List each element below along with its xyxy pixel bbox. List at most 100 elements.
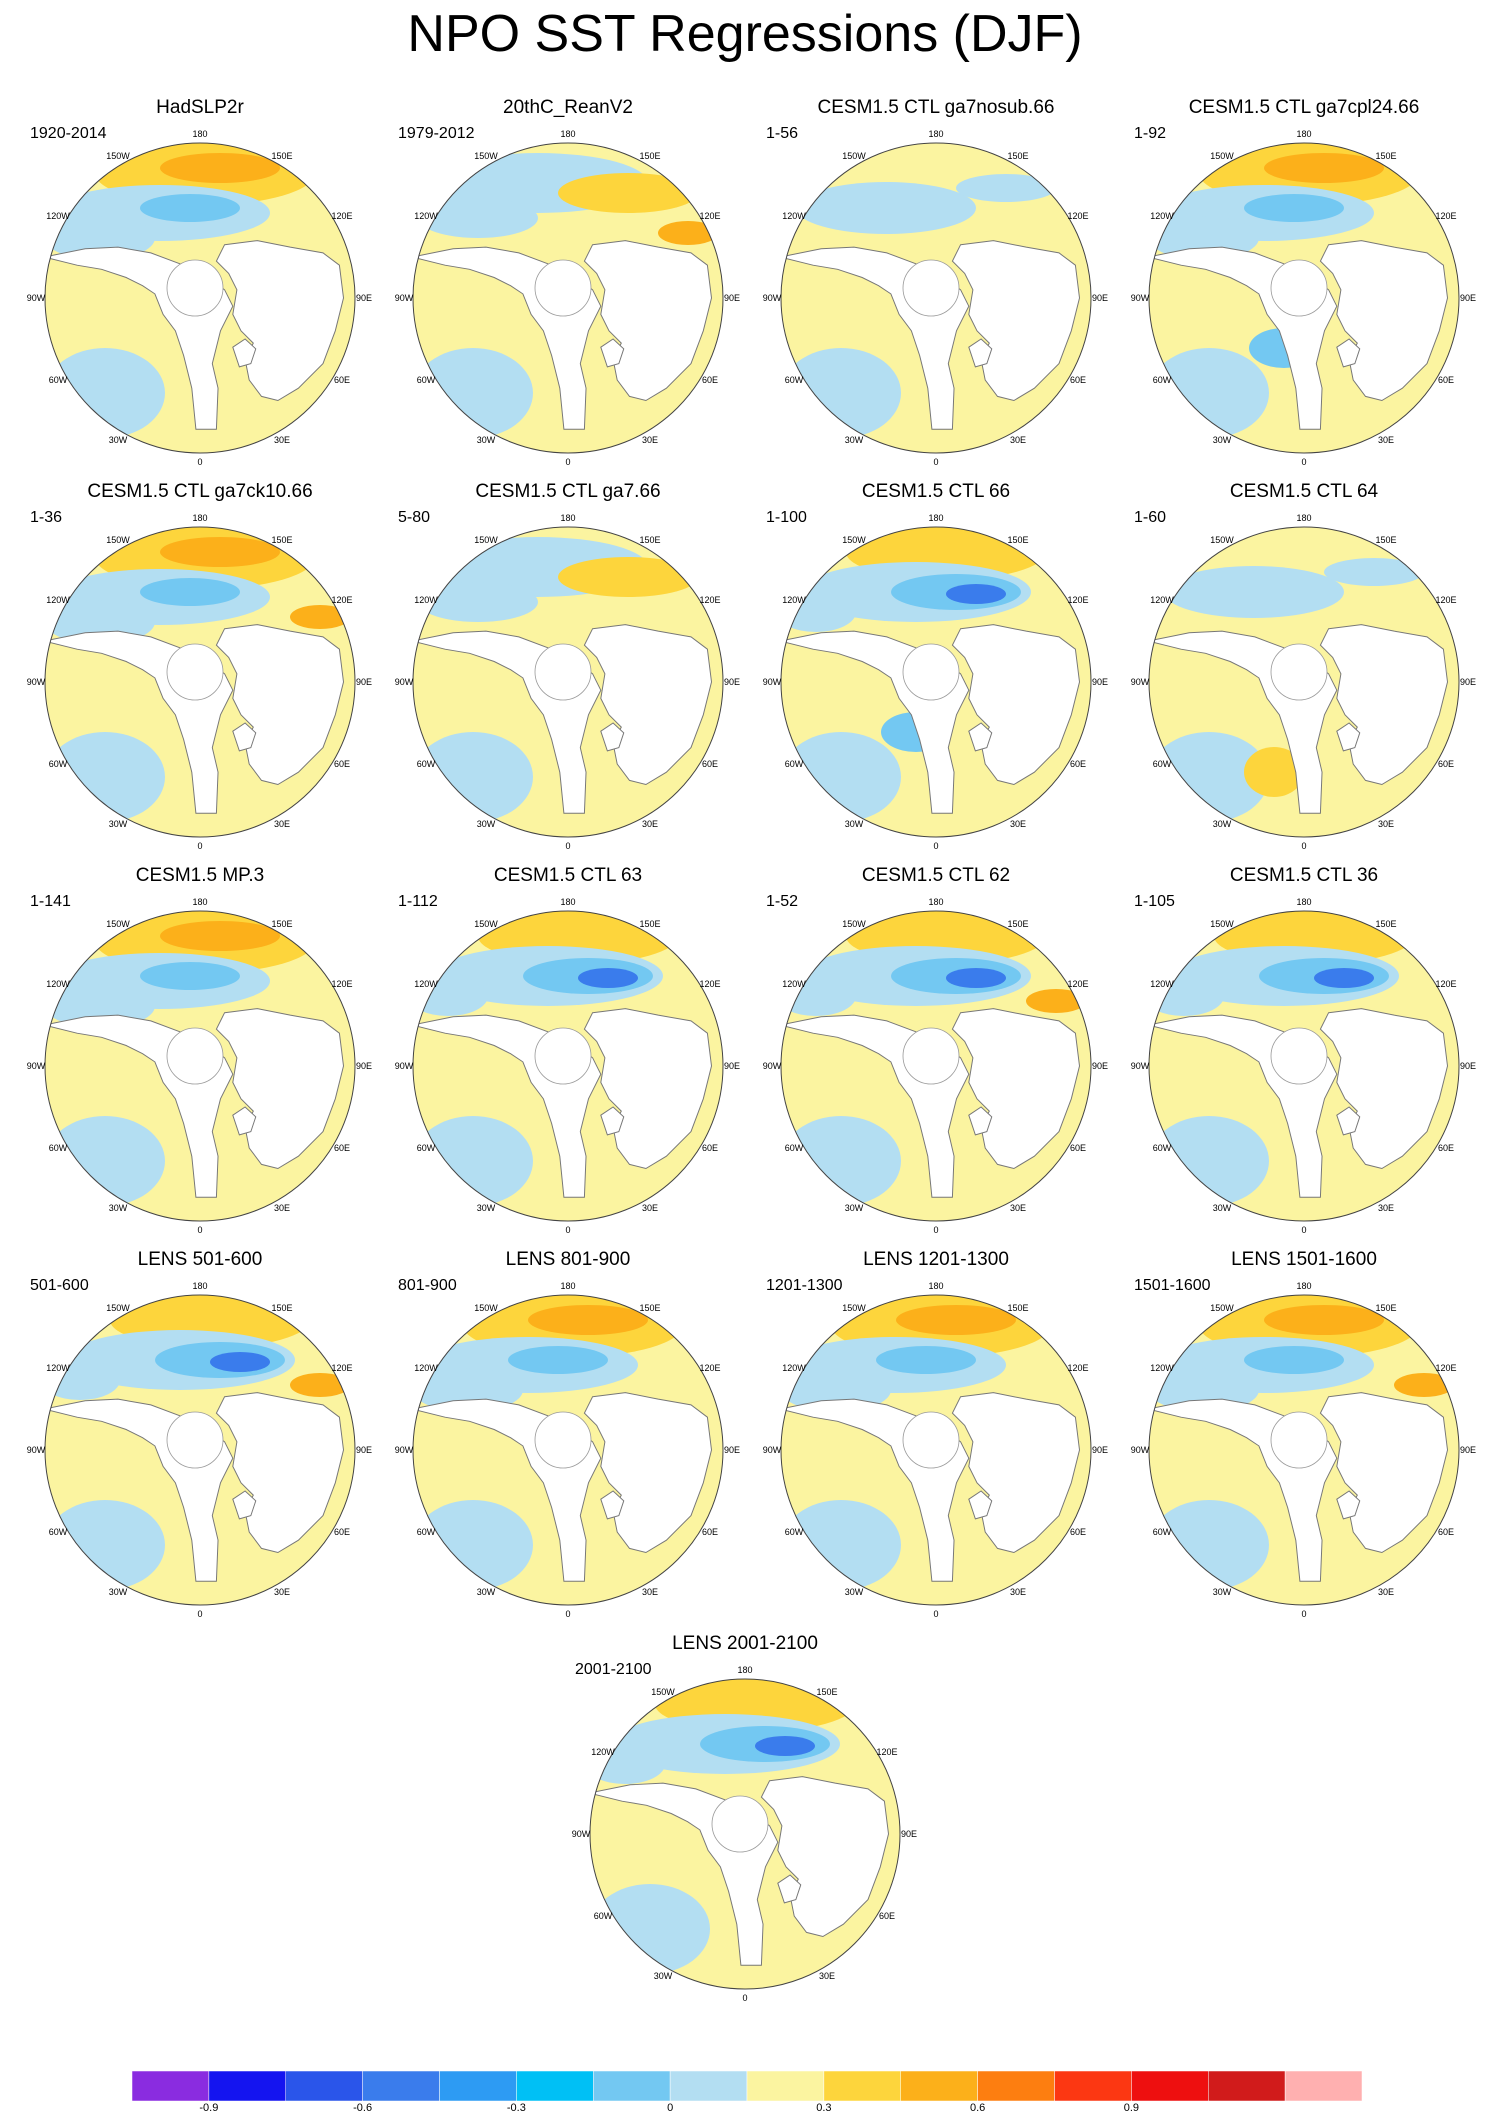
sst-anomaly-region (418, 582, 538, 622)
longitude-label: 30E (642, 435, 658, 445)
panel-title: LENS 2001-2100 (672, 1633, 818, 1654)
longitude-label: 180 (928, 129, 943, 139)
colorbar-swatch (669, 2071, 748, 2102)
longitude-label: 30W (477, 1203, 496, 1213)
polar-map: 180 150E 120E 90E 60E 30E 0 30W 60W 90W 120W 150W (395, 513, 740, 851)
longitude-label: 0 (933, 841, 938, 851)
longitude-label: 150W (106, 535, 130, 545)
sst-anomaly-region (160, 153, 280, 183)
sst-anomaly-region (1264, 1305, 1384, 1335)
panel-title: LENS 1201-1300 (863, 1249, 1009, 1270)
longitude-label: 150W (1210, 919, 1234, 929)
longitude-label: 60W (417, 1527, 436, 1537)
longitude-label: 150E (639, 919, 660, 929)
longitude-label: 30E (1378, 1587, 1394, 1597)
arctic-ice (166, 259, 224, 317)
map-panel: CESM1.5 CTL 62 1-52 180 150E 120E 90E 60E 30E 0 3… (756, 864, 1116, 1244)
map-boundary (780, 142, 1092, 454)
sst-anomaly-region (896, 1305, 1016, 1335)
longitude-label: 120E (1068, 979, 1089, 989)
longitude-label: 0 (1301, 1225, 1306, 1235)
longitude-label: 0 (197, 457, 202, 467)
longitude-label: 120E (700, 979, 721, 989)
longitude-label: 90E (1092, 1061, 1108, 1071)
sst-anomaly-region (1149, 348, 1269, 438)
sst-anomaly-region (1314, 968, 1374, 988)
longitude-label: 180 (928, 1281, 943, 1291)
sst-anomaly-region (1324, 558, 1424, 586)
sst-anomaly-region (45, 348, 165, 438)
longitude-label: 150E (271, 151, 292, 161)
longitude-label: 90W (27, 1445, 46, 1455)
arctic-ice (711, 1795, 769, 1853)
longitude-label: 150W (842, 919, 866, 929)
land-mass (600, 338, 625, 368)
longitude-label: 90W (763, 293, 782, 303)
panel-years: 1-36 (30, 509, 63, 526)
colorbar-label: 0.9 (1124, 2102, 1139, 2112)
map-panel: LENS 501-600 501-600 180 150E 120E 90E 60E 30E 0… (20, 1248, 380, 1628)
longitude-label: 150W (474, 535, 498, 545)
longitude-label: 180 (192, 513, 207, 523)
longitude-label: 60E (334, 759, 350, 769)
map-panel: CESM1.5 CTL 64 1-60 180 150E 120E 90E 60E 30E 0 3… (1124, 480, 1484, 860)
colorbar-label: 0.3 (816, 2102, 831, 2112)
longitude-label: 180 (737, 1665, 752, 1675)
longitude-label: 90E (1092, 293, 1108, 303)
longitude-label: 150E (271, 919, 292, 929)
map-panel: CESM1.5 CTL 36 1-105 180 150E 120E 90E 60E 30E 0… (1124, 864, 1484, 1244)
arctic-ice (902, 643, 960, 701)
panel-years: 1-141 (30, 893, 71, 910)
longitude-label: 60W (417, 375, 436, 385)
longitude-label: 120W (782, 979, 806, 989)
longitude-label: 30W (477, 435, 496, 445)
longitude-label: 60W (785, 1527, 804, 1537)
longitude-label: 0 (565, 1225, 570, 1235)
polar-map: 180 150E 120E 90E 60E 30E 0 30W 60W 90W 120W 150W (395, 1281, 740, 1619)
sst-anomaly-region (290, 605, 350, 629)
map-boundary (589, 1678, 901, 1990)
map-panel: LENS 2001-2100 2001-2100 180 150E 120E 90E 60E… (565, 1632, 925, 2012)
map-boundary (780, 1294, 1092, 1606)
map-boundary (44, 526, 356, 838)
land-mass (600, 1106, 625, 1136)
map-boundary (1148, 910, 1460, 1222)
longitude-label: 30W (109, 1587, 128, 1597)
colorbar-swatch (1054, 2071, 1132, 2102)
longitude-label: 150E (271, 1303, 292, 1313)
longitude-label: 120E (700, 211, 721, 221)
longitude-label: 0 (197, 841, 202, 851)
longitude-label: 120E (1068, 1363, 1089, 1373)
polar-map: 180 150E 120E 90E 60E 30E 0 30W 60W 90W 120W 150W (572, 1665, 917, 2003)
sst-anomaly-region (140, 194, 240, 222)
longitude-label: 180 (560, 1281, 575, 1291)
polar-map: 180 150E 120E 90E 60E 30E 0 30W 60W 90W 120W 150W (1131, 513, 1476, 851)
longitude-label: 0 (933, 1225, 938, 1235)
longitude-label: 60E (702, 759, 718, 769)
polar-map: 180 150E 120E 90E 60E 30E 0 30W 60W 90W 120W 150W (763, 129, 1108, 467)
longitude-label: 90E (724, 677, 740, 687)
map-panel: CESM1.5 CTL ga7nosub.66 1-56 180 150E 120E 90… (756, 96, 1116, 476)
longitude-label: 30W (845, 1587, 864, 1597)
longitude-label: 90E (1460, 293, 1476, 303)
longitude-label: 0 (565, 1609, 570, 1619)
arctic-ice (166, 1027, 224, 1085)
land-mass (232, 1490, 257, 1520)
longitude-label: 0 (1301, 1609, 1306, 1619)
map-boundary (412, 910, 724, 1222)
arctic-ice (534, 1411, 592, 1469)
longitude-label: 150E (639, 1303, 660, 1313)
polar-map: 180 150E 120E 90E 60E 30E 0 30W 60W 90W 120W 150W (27, 129, 372, 467)
sst-anomaly-region (1149, 1500, 1269, 1590)
longitude-label: 90E (356, 1061, 372, 1071)
longitude-label: 120W (782, 1363, 806, 1373)
sst-anomaly-region (781, 1116, 901, 1206)
longitude-label: 30W (109, 1203, 128, 1213)
colorbar-labels: -0.9 -0.6 -0.3 0 0.3 0.6 0.9 (199, 2102, 1139, 2112)
longitude-label: 90W (763, 1061, 782, 1071)
panel-title: LENS 1501-1600 (1231, 1249, 1377, 1270)
longitude-label: 180 (928, 897, 943, 907)
panel-title: HadSLP2r (156, 97, 244, 118)
longitude-label: 30E (1010, 1203, 1026, 1213)
panel-years: 1201-1300 (766, 1277, 843, 1294)
